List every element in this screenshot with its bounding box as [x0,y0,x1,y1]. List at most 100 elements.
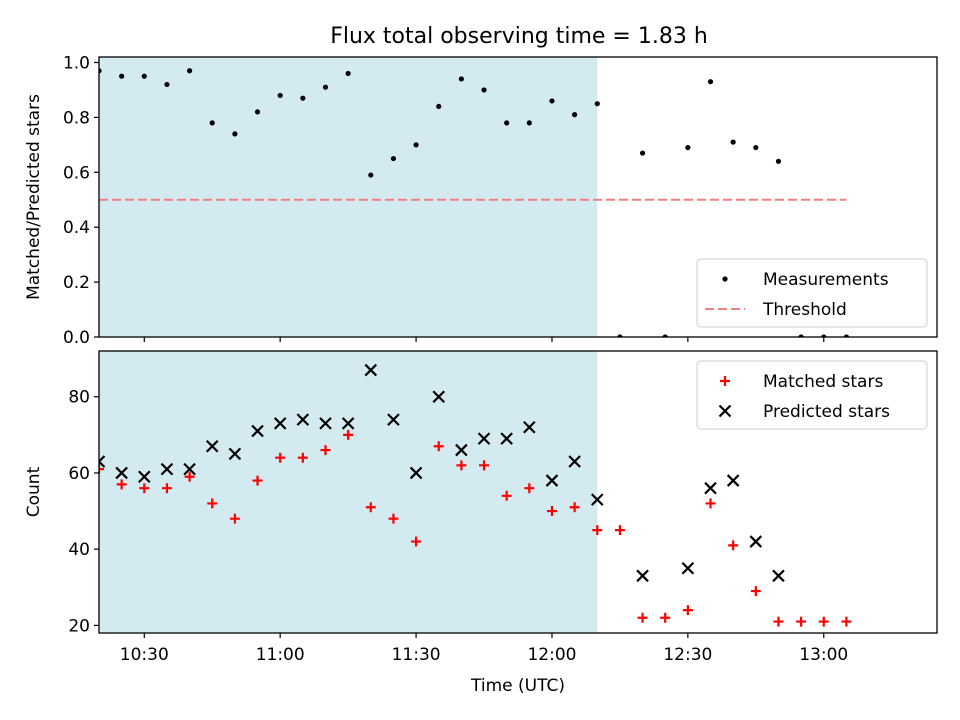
measurements-point [730,139,736,145]
y-tick-label: 0.4 [63,218,90,238]
matched-stars-point [433,441,444,452]
legend-predicted-stars-label: Predicted stars [763,402,890,422]
axes-frame [98,350,938,634]
top-panel: 0.0 0.2 0.4 0.6 0.8 1.0 Matched/Predicted star… [24,53,938,348]
matched-stars-point [501,490,512,501]
x-axis-label: Time (UTC) [470,676,565,696]
measurements-point [390,155,397,162]
measurements-point [504,120,510,126]
measurements-point [164,81,170,88]
plot-area [99,363,852,627]
legend-matched-stars-swatch [720,376,730,386]
matched-stars-point [184,471,195,482]
y-axis-label: Count [24,466,44,517]
y-tick-label: 60 [68,464,90,484]
matched-stars-point [773,616,784,627]
matched-stars-point [99,464,104,475]
legend-measurements-label: Measurements [763,270,889,290]
y-tick-label: 0.0 [63,328,90,348]
matched-stars-point [705,498,716,509]
matched-stars-point [750,586,761,597]
y-tick-label: 40 [68,540,90,560]
predicted-stars-point [477,432,491,445]
chart-title: Flux total observing time = 1.83 h [330,24,708,49]
predicted-stars-point [387,413,400,426]
matched-stars-point [841,616,852,627]
predicted-stars-point [523,420,536,434]
legend-box [696,360,928,430]
predicted-stars-point [590,493,604,506]
predicted-stars-point [228,447,242,461]
matched-stars-point [818,616,829,627]
legend: Measurements Threshold [696,258,928,328]
predicted-stars-point [636,569,649,583]
measurements-point [277,92,283,99]
matched-stars-point [524,483,535,494]
predicted-stars-point [115,466,128,480]
measurements-point [481,87,487,93]
measurements-point [322,84,329,90]
measurements-point [232,131,238,137]
predicted-stars-point [500,432,513,445]
y-tick-label: 80 [68,388,90,408]
legend-measurements-swatch [722,276,728,282]
predicted-stars-point [726,474,740,487]
measurements-point [345,70,351,77]
matched-stars-point [116,479,127,490]
measurements-point [300,95,306,101]
measurements-point [685,144,691,151]
predicted-stars-point [296,413,310,426]
measurements-point [594,101,600,107]
legend: Matched stars Predicted stars [696,360,928,430]
matched-stars-point [592,525,603,536]
y-tick-label: 0.2 [63,273,90,293]
matched-stars-point [411,536,422,547]
predicted-stars-point [432,390,446,404]
x-tick-label: 12:30 [663,645,712,665]
y-tick-label: 0.6 [63,163,90,183]
matched-stars-point [614,525,625,536]
x-tick-label: 11:00 [256,645,305,665]
predicted-stars-point [681,561,695,575]
matched-stars-point [207,498,218,509]
matched-stars-point [161,483,172,494]
predicted-stars-point [749,535,763,548]
matched-stars-point [456,460,467,471]
x-tick-label: 13:00 [799,645,848,665]
y-tick-label: 1.0 [63,53,90,73]
matched-stars-point [297,452,308,463]
predicted-stars-point [704,481,717,495]
predicted-stars-point [138,470,151,484]
predicted-stars-point [183,462,196,476]
predicted-stars-point [205,439,219,453]
matched-stars-point [796,616,807,627]
matched-stars-point [388,513,399,524]
matched-stars-point [637,612,648,623]
predicted-stars-point [273,417,287,430]
observing-window-shade [99,351,598,633]
measurements-point [753,144,759,151]
matched-stars-point [343,429,354,440]
legend-matched-stars-label: Matched stars [763,372,883,392]
measurements-point [436,103,442,110]
matched-stars-point [569,502,580,513]
y-tick-label: 0.8 [63,108,90,128]
predicted-stars-point [160,462,174,476]
predicted-stars-point [455,443,468,457]
matched-stars-point [229,513,240,524]
matched-stars-point [479,460,490,471]
measurements-point [572,112,578,118]
x-tick-label: 12:00 [527,645,576,665]
x-tick-label: 10:30 [120,645,169,665]
measurements-point [458,76,464,82]
observing-window-shade [99,57,598,337]
matched-stars-point [365,502,376,513]
measurements-point [549,98,555,104]
measurements-point [526,120,532,126]
predicted-stars-point [409,466,423,480]
predicted-stars-point [319,417,332,430]
x-tick-label: 11:30 [392,645,441,665]
matched-stars-point [660,612,671,623]
measurements-point [413,142,419,148]
